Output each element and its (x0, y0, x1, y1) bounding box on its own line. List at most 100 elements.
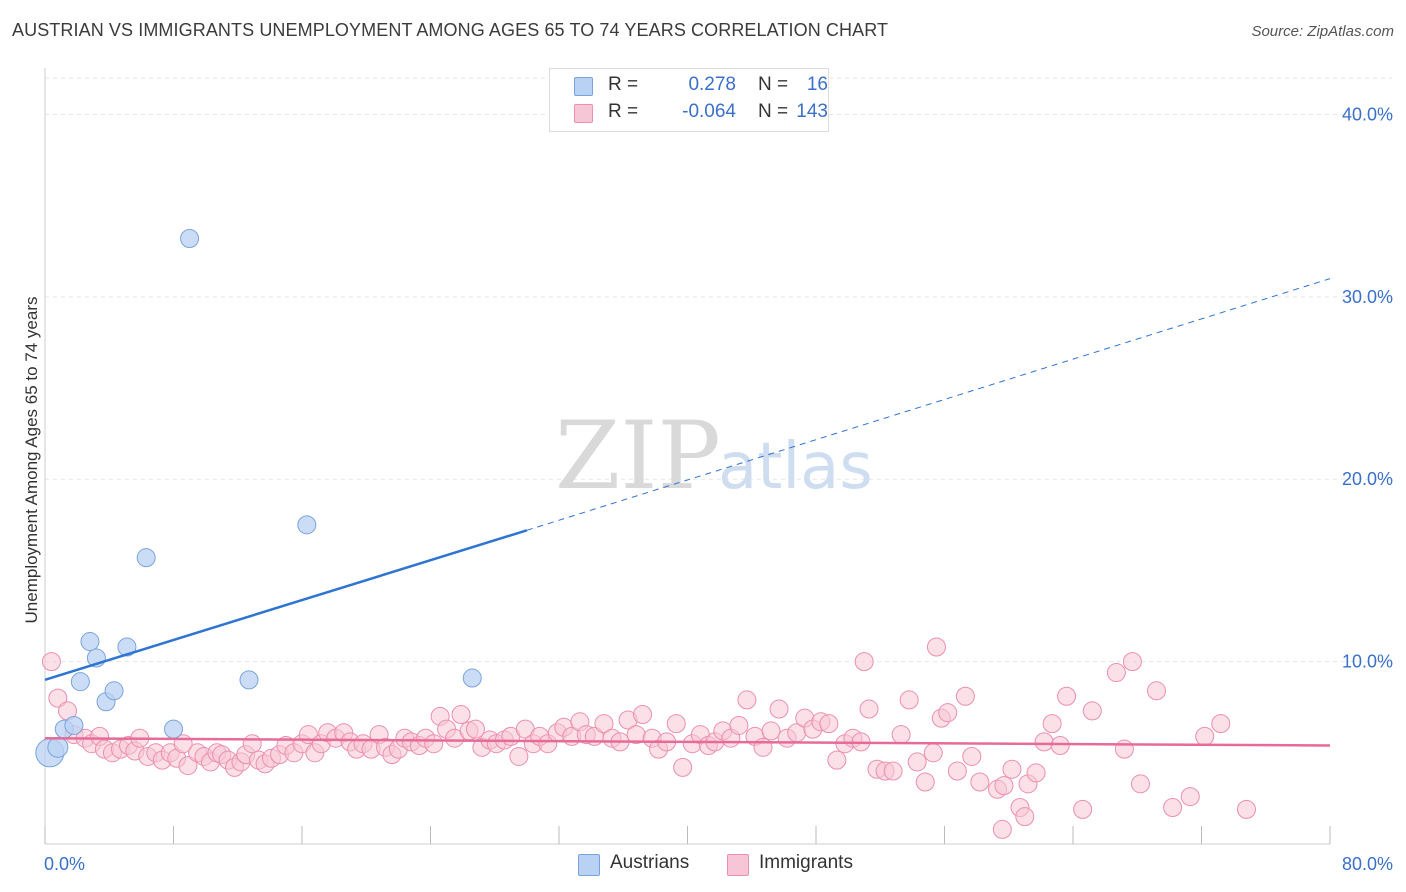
immigrants-point (41, 652, 61, 672)
n-label: N = (758, 101, 789, 122)
immigrants-point (1057, 686, 1077, 706)
immigrants-point (761, 721, 781, 741)
immigrants-point (883, 761, 903, 781)
austrians-point (164, 719, 183, 739)
immigrants-point (1015, 807, 1035, 827)
immigrants-point (955, 686, 975, 706)
austrians-point (64, 715, 84, 735)
immigrants-point (915, 772, 935, 792)
immigrants-point (1002, 759, 1022, 779)
chart-title: AUSTRIAN VS IMMIGRANTS UNEMPLOYMENT AMON… (12, 20, 889, 40)
x-tick-label: 0.0% (44, 854, 85, 874)
correlation-stats-box: R = 0.278 N = 16 R = -0.064 N = 143 (549, 68, 829, 132)
immigrants-point (1195, 726, 1215, 746)
immigrants-point (451, 705, 471, 725)
immigrants-point (962, 746, 982, 766)
y-tick-label: 20.0% (1342, 469, 1393, 489)
tick-labels: 10.0% 20.0% 30.0% 40.0% 0.0% 80.0% (44, 104, 1393, 874)
immigrants-point (1050, 736, 1070, 756)
immigrants-point (465, 719, 485, 739)
legend-label: Immigrants (759, 852, 853, 873)
immigrants-point (1147, 681, 1167, 701)
r-label: R = (608, 101, 639, 122)
immigrants-swatch (574, 104, 593, 123)
immigrants-point (1163, 798, 1183, 818)
immigrants-point (242, 734, 262, 754)
legend-label: Austrians (610, 852, 690, 873)
austrians-point (462, 668, 482, 688)
immigrants-trend-line (44, 736, 1331, 747)
immigrants-point (891, 725, 911, 745)
n-value: 143 (796, 101, 828, 122)
immigrants-point (633, 705, 653, 725)
x-tick-label: 80.0% (1342, 854, 1393, 874)
immigrants-point (992, 819, 1012, 839)
immigrants-point (994, 776, 1014, 796)
immigrants-point (947, 761, 967, 781)
immigrants-point (970, 772, 990, 792)
grid-layer (45, 77, 1392, 663)
immigrants-point (819, 714, 839, 734)
immigrants-point (509, 746, 529, 766)
source-credit: Source: ZipAtlas.com (1251, 23, 1394, 40)
axes-layer (44, 68, 1331, 845)
immigrants-point (737, 690, 757, 710)
immigrants-point (938, 703, 958, 723)
immigrants-point (1114, 739, 1134, 759)
immigrants-point (899, 690, 919, 710)
legend-swatch-austrians (578, 854, 600, 876)
austrians-point (239, 670, 259, 690)
austrians-point (80, 632, 100, 652)
immigrants-point (48, 688, 68, 708)
austrians-point (117, 637, 137, 657)
immigrants-point (1082, 701, 1102, 721)
immigrants-point (907, 752, 927, 772)
austrians-swatch (574, 77, 593, 96)
austrians-point (47, 736, 69, 758)
immigrants-point (1106, 663, 1126, 683)
immigrants-point (673, 757, 693, 777)
watermark-zip: ZIP (555, 402, 721, 511)
austrians-point (104, 681, 124, 701)
r-value: 0.278 (688, 74, 736, 95)
austrians-point (297, 515, 317, 535)
immigrants-point (666, 714, 686, 734)
austrians-point (70, 672, 90, 692)
immigrants-point (769, 699, 789, 719)
austrians-trend-extension (526, 278, 1331, 531)
immigrants-point (926, 637, 946, 657)
immigrants-point (1034, 732, 1054, 752)
r-label: R = (608, 74, 639, 95)
austrians-point (136, 548, 156, 568)
immigrants-point (1042, 714, 1062, 734)
immigrants-point (1122, 652, 1142, 672)
y-tick-label: 40.0% (1342, 104, 1393, 124)
y-tick-label: 30.0% (1342, 287, 1393, 307)
chart-legend: Austrians Immigrants (0, 852, 1406, 878)
trend-lines (44, 278, 1331, 747)
immigrants-point (859, 699, 879, 719)
immigrants-point (178, 756, 198, 776)
immigrants-point (1026, 763, 1046, 783)
immigrants-point (1180, 787, 1200, 807)
y-tick-label: 10.0% (1342, 652, 1393, 672)
watermark: ZIP atlas (555, 402, 873, 511)
immigrants-point (827, 750, 847, 770)
legend-swatch-immigrants (727, 854, 749, 876)
immigrants-point (729, 715, 749, 735)
immigrants-point (424, 734, 444, 754)
immigrants-point (1236, 799, 1256, 819)
austrians-trend-line (44, 529, 528, 682)
watermark-atlas: atlas (718, 430, 873, 504)
n-label: N = (758, 74, 789, 95)
immigrants-point (1130, 774, 1150, 794)
immigrants-point (1211, 714, 1231, 734)
immigrants-point (854, 652, 874, 672)
austrians-points (35, 228, 482, 768)
immigrants-point (923, 743, 943, 763)
n-value: 16 (806, 74, 828, 95)
immigrants-point (594, 714, 614, 734)
immigrants-point (1073, 799, 1093, 819)
r-value: -0.064 (682, 101, 736, 122)
